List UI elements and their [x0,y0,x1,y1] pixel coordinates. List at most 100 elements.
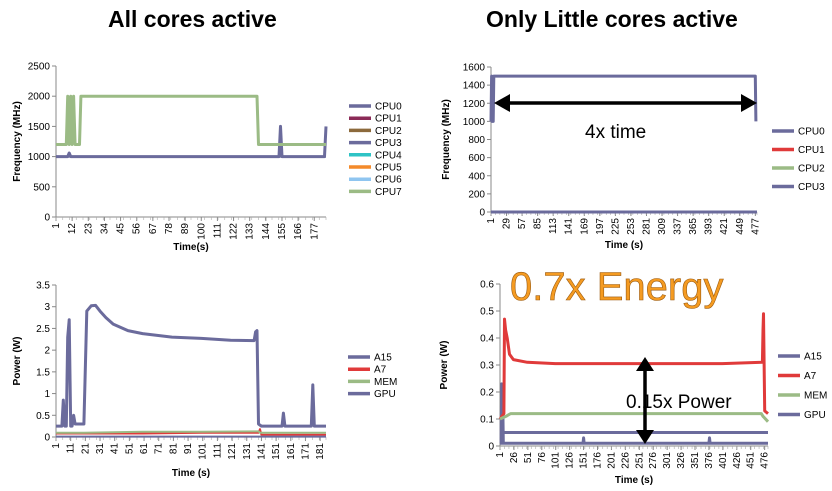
x-tick-label: 141 [564,218,575,235]
left-heading: All cores active [108,6,277,32]
x-tick-label: 51 [523,452,534,464]
legend-label: CPU2 [798,164,825,175]
legend-label: GPU [374,389,396,400]
x-tick-label: 101 [551,452,562,469]
x-tick-label: 226 [620,452,631,469]
time-arrow [494,94,757,112]
y-tick-label: 1000 [463,117,486,128]
y-tick-label: 1000 [28,152,51,163]
legend-label: CPU6 [375,175,402,186]
series-line-cpu0 [56,124,328,159]
series-line-mem [56,430,326,434]
x-axis-title: Time(s) [173,242,208,253]
legend-label: A15 [374,353,392,364]
x-axis-title: Time (s) [172,468,210,479]
legend-label: CPU1 [798,145,825,156]
x-tick-label: 12 [67,223,78,235]
x-tick-label: 91 [183,443,194,455]
x-tick-label: 276 [648,452,659,469]
y-tick-label: 2500 [28,62,51,73]
legend-label: A7 [804,371,817,382]
series-line-cpu7 [56,94,326,146]
legend-label: MEM [804,391,827,402]
y-tick-label: 1 [44,389,50,400]
series-line-a15 [56,303,326,428]
x-tick-label: 141 [256,443,267,460]
x-tick-label: 61 [139,443,150,455]
x-tick-label: 197 [595,218,606,235]
x-tick-label: 89 [180,223,191,235]
x-tick-label: 301 [662,452,673,469]
x-tick-label: 326 [676,452,687,469]
x-tick-label: 111 [212,223,223,239]
x-tick-label: 225 [610,218,621,235]
y-tick-label: 0.6 [480,280,494,291]
y-tick-label: 3.5 [36,281,50,292]
y-tick-label: 2.5 [36,324,50,335]
y-tick-label: 0.3 [480,361,494,372]
legend-label: CPU4 [375,150,402,161]
series-line-mem [499,412,770,423]
x-tick-label: 57 [517,218,528,230]
y-tick-label: 0.2 [480,388,494,399]
x-tick-label: 81 [168,443,179,455]
x-tick-label: 169 [579,218,590,235]
x-tick-label: 11 [66,443,77,454]
x-tick-label: 126 [565,452,576,469]
legend-label: CPU5 [375,163,402,174]
x-axis-title: Time (s) [605,240,643,251]
x-tick-label: 133 [245,223,256,240]
y-axis-title: Power (W) [12,337,23,386]
series-line-cpu3 [489,74,758,123]
legend-label: CPU3 [798,182,825,193]
legend-label: CPU1 [375,114,402,125]
y-axis-title: Power (W) [439,341,450,390]
x-tick-label: 376 [704,452,715,469]
x-tick-label: 477 [750,218,761,235]
x-tick-label: 34 [99,223,110,235]
series-line-a15 [499,382,768,445]
x-tick-label: 111 [212,443,223,459]
x-tick-label: 51 [124,443,135,455]
x-tick-label: 176 [593,452,604,469]
x-tick-label: 131 [242,443,253,460]
x-tick-label: 365 [688,218,699,235]
x-tick-label: 41 [110,443,121,455]
legend-label: A15 [804,352,822,363]
x-tick-label: 251 [634,452,645,469]
x-tick-label: 421 [719,218,730,235]
y-tick-label: 400 [468,171,485,182]
x-tick-label: 181 [315,443,326,460]
x-tick-label: 161 [286,443,297,460]
x-tick-label: 121 [227,443,238,460]
x-tick-label: 253 [626,218,637,235]
y-tick-label: 500 [33,182,50,193]
chart-frequency-little-cores: 0 200 400 600 800 1000 1200 1400 1600 1 29 57 85 113 1… [441,63,825,252]
x-tick-label: 177 [309,223,320,240]
x-tick-label: 281 [641,218,652,235]
y-tick-label: 0.5 [480,307,494,318]
x-tick-label: 1 [51,443,62,449]
y-tick-label: 3 [44,302,50,313]
x-tick-label: 401 [718,452,729,469]
x-tick-label: 26 [509,452,520,464]
power-annotation: 0.15x Power [626,392,732,413]
x-tick-label: 31 [95,443,106,455]
x-tick-label: 1 [51,223,62,229]
x-tick-label: 449 [735,218,746,235]
x-tick-label: 155 [277,223,288,240]
x-tick-label: 309 [657,218,668,235]
x-tick-label: 45 [116,223,127,235]
x-tick-label: 85 [533,218,544,230]
legend-label: GPU [804,410,826,421]
x-tick-label: 393 [704,218,715,235]
legend-label: CPU0 [375,102,402,113]
y-tick-label: 1600 [463,63,486,74]
y-tick-label: 600 [468,153,485,164]
legend-label: CPU0 [798,127,825,138]
y-axis-title: Frequency (MHz) [441,99,452,180]
x-tick-label: 476 [760,452,771,469]
y-tick-label: 0 [479,208,485,219]
legend-label: CPU7 [375,187,402,198]
